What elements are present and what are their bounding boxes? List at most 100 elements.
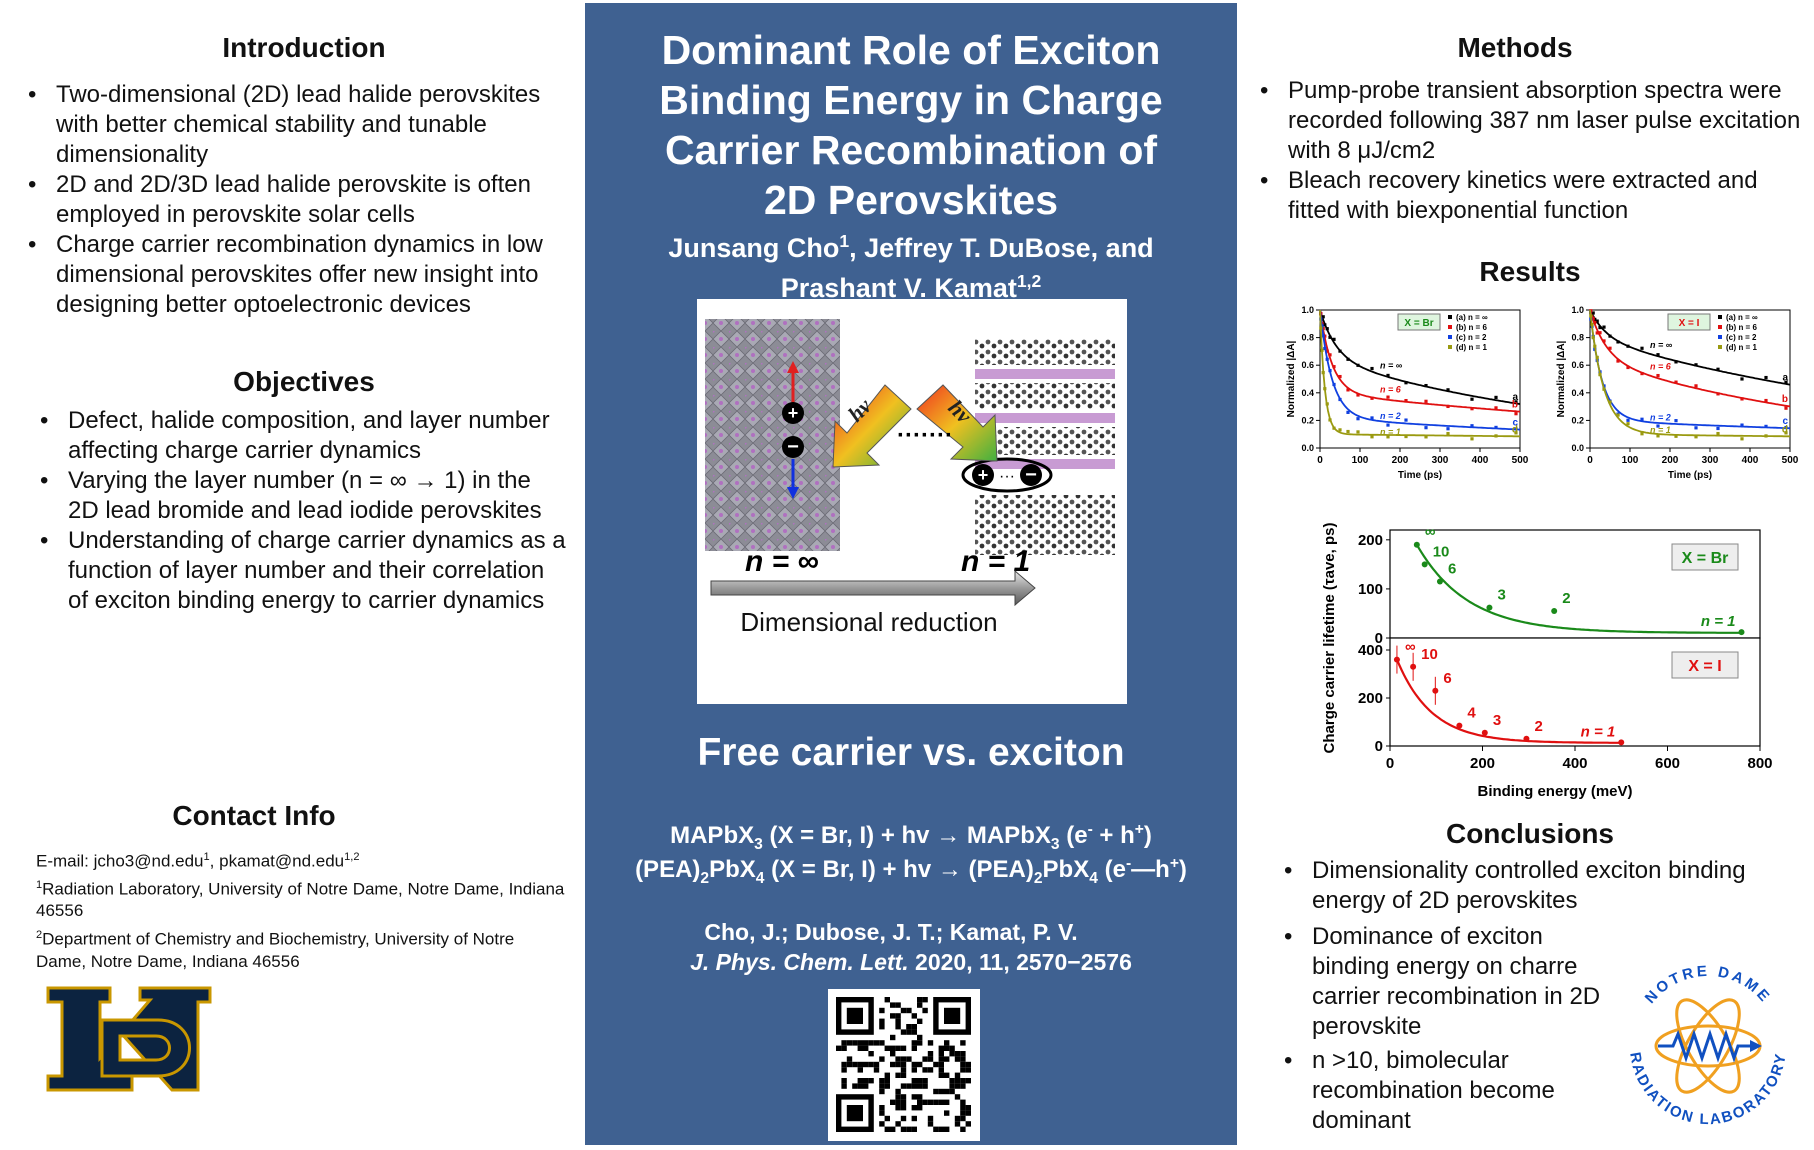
list-item: Dominance of exciton binding energy on c… [1284,922,1612,1042]
photon-arrow-left [832,384,912,468]
data-point [1370,435,1374,439]
point-label: ∞ [1425,524,1436,541]
qr-module [954,1078,961,1084]
y-tick-label: 0.2 [1571,415,1584,425]
point-label: n = 1 [1701,613,1736,630]
qr-module [906,1083,912,1089]
data-point [1640,417,1644,421]
qr-module [938,1045,944,1051]
qr-module [852,1083,858,1089]
x-tick-label: 400 [1562,755,1587,772]
list-item: Charge carrier recombination dynamics in… [28,230,586,320]
fit-curve [1319,309,1520,438]
logo-text-bottom: RADIATION LABORATORY [1626,1051,1790,1128]
data-point [1716,367,1720,371]
radiation-laboratory-logo: NOTRE DAME RADIATION LABORATORY [1626,963,1790,1128]
qr-module [846,1056,853,1062]
data-point [1694,435,1698,439]
qr-module [852,1061,858,1068]
qr-module [895,1045,901,1051]
qr-module [890,1034,896,1041]
y-tick-label: 400 [1358,642,1383,659]
data-point [1494,406,1498,410]
charge-separation: + − [782,361,804,499]
qr-module [965,1121,971,1127]
chart-title-box [1667,313,1711,331]
qr-module [960,1078,966,1084]
x-tick-label: 200 [1662,455,1679,466]
qr-module [857,1045,863,1051]
qr-module [917,1040,923,1046]
series-label: n = 1 [1380,427,1401,437]
qr-module [879,1007,885,1014]
x-tick-label: 200 [1470,755,1495,772]
data-point [1325,349,1329,353]
qr-module [900,1094,907,1100]
x-tick-label: 100 [1622,455,1639,466]
qr-module [960,1040,966,1046]
qr-module [890,1045,896,1051]
qr-module [944,1110,950,1116]
legend-marker [1448,325,1452,329]
data-point [1784,380,1788,384]
data-point [1320,324,1324,328]
right-column: Methods Pump-probe transient absorption … [1250,0,1810,1150]
qr-code[interactable] [828,989,980,1141]
y-tick-label: 0.4 [1571,388,1584,398]
legend-entry: (a) n = ∞ [1726,313,1758,322]
qr-finder-core [846,1007,863,1024]
qr-module [900,1045,907,1051]
qr-module [906,1056,912,1062]
list-item: Bleach recovery kinetics were extracted … [1260,166,1808,226]
fit-curve [1589,309,1791,386]
qr-module [938,1088,944,1095]
data-point [1346,357,1350,361]
data-point [1404,381,1408,385]
intro-list: Two-dimensional (2D) lead halide perovsk… [28,80,586,320]
label-n-infinity: n = ∞ [745,545,819,578]
qr-module [927,1040,934,1046]
qr-module [884,1078,890,1084]
qr-module [857,1040,863,1046]
data-point [1616,340,1620,344]
panel-title: X = I [1688,658,1721,675]
data-point [1320,348,1324,352]
series-label: n = 1 [1650,425,1671,435]
series-letter: c [1782,416,1788,427]
qr-module [906,1024,912,1030]
kinetics-chart-i: 0 100 200 300 400 500 0.0 0.2 0.4 0.6 0.8 1.0 Time (… [1556,305,1799,481]
point-label: 10 [1421,646,1438,663]
svg-text:−: − [1025,464,1037,486]
qr-module [895,1088,901,1095]
qr-module [863,1061,869,1068]
legend-entry: (a) n = ∞ [1456,313,1488,322]
x-tick-label: 300 [1432,455,1449,466]
contact-info: E-mail: jcho3@nd.edu1, pkamat@nd.edu1,2 … [36,846,566,973]
qr-module [944,1040,950,1046]
qr-module [890,1099,896,1105]
y-axis-label: Charge carrier lifetime (τave, ps) [1321,523,1338,754]
data-point [1589,314,1593,318]
qr-module [917,1078,923,1084]
fit-curve [1395,659,1622,744]
qr-module [900,1099,907,1105]
y-tick-label: 200 [1358,532,1383,549]
x-axis-label: Time (ps) [1398,470,1442,481]
data-point [1598,373,1602,377]
data-point [1740,437,1744,441]
data-point [1595,355,1599,359]
qr-module [911,1115,917,1122]
qr-module [944,1072,950,1078]
y-tick-label: 0.0 [1301,443,1314,453]
qr-module [900,1007,907,1014]
x-tick-label: 600 [1655,755,1680,772]
legend-marker [1718,335,1722,339]
x-tick-label: 500 [1512,455,1529,466]
x-axis-label: Time (ps) [1668,470,1712,481]
data-point [1656,424,1660,428]
fit-curve [1589,309,1791,408]
data-point [1456,722,1463,729]
qr-module [857,1083,863,1089]
y-axis-label: Normalized |ΔA| [1556,340,1567,417]
qr-module [954,1072,961,1078]
